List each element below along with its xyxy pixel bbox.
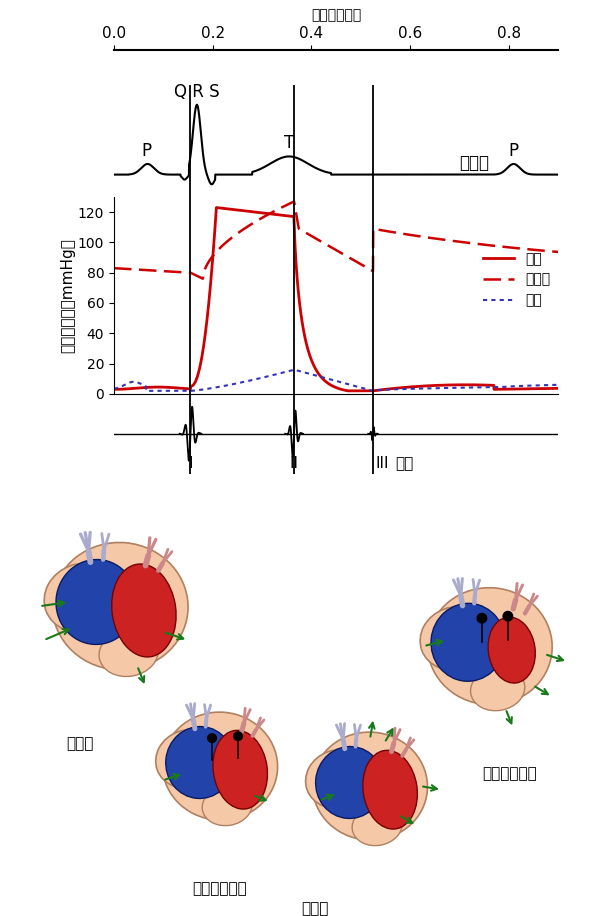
Ellipse shape — [316, 747, 384, 819]
Title: 時間　（秒）: 時間 （秒） — [311, 7, 361, 22]
Ellipse shape — [156, 730, 220, 788]
Circle shape — [207, 733, 217, 743]
Ellipse shape — [431, 604, 505, 682]
Text: Q R S: Q R S — [174, 82, 220, 101]
Y-axis label: 左心室内圧（mmHg）: 左心室内圧（mmHg） — [60, 238, 75, 353]
Text: 充満期: 充満期 — [67, 736, 94, 751]
Ellipse shape — [44, 563, 119, 632]
Ellipse shape — [363, 750, 418, 829]
Text: 心電図: 心電図 — [460, 155, 490, 172]
Text: 駆出期: 駆出期 — [301, 901, 329, 916]
Ellipse shape — [213, 730, 268, 809]
Ellipse shape — [163, 712, 278, 820]
Text: T: T — [284, 135, 294, 152]
Text: II: II — [290, 456, 299, 471]
Text: I: I — [188, 456, 193, 471]
Ellipse shape — [166, 726, 234, 799]
Circle shape — [233, 731, 243, 741]
Text: 等容性弛緩期: 等容性弛緩期 — [482, 766, 537, 781]
Ellipse shape — [313, 732, 427, 840]
Text: P: P — [141, 142, 151, 160]
Text: 等容性収縮期: 等容性収縮期 — [193, 881, 247, 896]
Ellipse shape — [352, 806, 402, 845]
Ellipse shape — [488, 617, 535, 683]
Ellipse shape — [202, 786, 252, 825]
Circle shape — [502, 611, 514, 622]
Ellipse shape — [420, 606, 490, 671]
Text: III: III — [376, 456, 389, 471]
Ellipse shape — [305, 749, 370, 808]
Text: P: P — [509, 142, 518, 160]
Ellipse shape — [56, 560, 137, 645]
Text: 心音: 心音 — [395, 456, 413, 471]
Ellipse shape — [99, 629, 158, 677]
Ellipse shape — [112, 564, 176, 657]
Ellipse shape — [52, 542, 188, 670]
Circle shape — [476, 613, 487, 624]
Legend: 心室, 大動脈, 心房: 心室, 大動脈, 心房 — [478, 246, 556, 313]
Ellipse shape — [428, 588, 552, 704]
Ellipse shape — [470, 668, 525, 711]
